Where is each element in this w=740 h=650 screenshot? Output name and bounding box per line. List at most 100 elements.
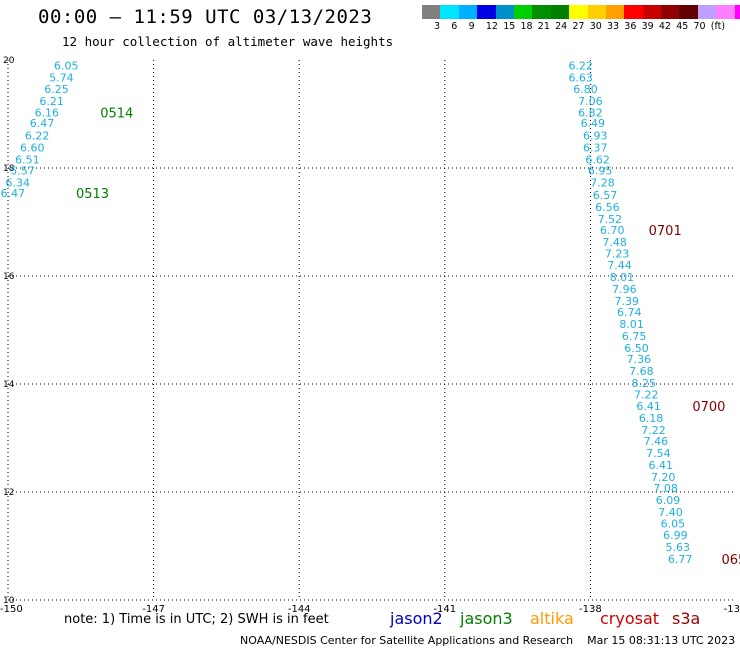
data-point-label: 7.54: [646, 447, 671, 460]
legend-swatch: [661, 5, 680, 19]
y-tick-label: 16: [3, 272, 15, 282]
data-point-label: 6.99: [663, 529, 688, 542]
data-point-label: 7.68: [629, 365, 654, 378]
data-point-label: 6.80: [573, 83, 598, 96]
x-tick-label: -147: [142, 604, 165, 615]
legend-label: 15: [503, 21, 516, 32]
data-point-label: 6.82: [578, 106, 603, 119]
data-point-label: 6.18: [639, 412, 664, 425]
data-point-label: 5.63: [666, 541, 691, 554]
legend-label: 12: [485, 21, 498, 32]
legend-swatch: [532, 5, 551, 19]
legend-label: 45: [676, 21, 689, 32]
legend-label: 21: [537, 21, 550, 32]
data-point-label: 6.62: [585, 153, 610, 166]
legend-label: 33: [607, 21, 620, 32]
legend-label: 39: [641, 21, 654, 32]
data-point-label: 7.46: [644, 435, 669, 448]
data-point-label: 7.96: [612, 283, 637, 296]
data-point-label: 8.01: [619, 318, 644, 331]
legend-label: (ft): [710, 21, 726, 32]
legend-swatch: [513, 5, 533, 19]
x-tick-label: -141: [433, 604, 456, 615]
time-label: 065: [721, 553, 740, 568]
legend-swatch: [587, 5, 606, 19]
credit-line: NOAA/NESDIS Center for Satellite Applica…: [240, 634, 736, 647]
data-point-label: 6.22: [568, 59, 593, 72]
legend-label: 42: [658, 21, 671, 32]
legend-swatch: [477, 5, 496, 19]
legend-swatch: [734, 5, 740, 19]
legend-swatch: [458, 5, 478, 19]
data-point-label: 6.95: [588, 165, 613, 178]
legend-label: 24: [555, 21, 568, 32]
data-point-label: 6.09: [656, 494, 681, 507]
x-tick-label: -138: [579, 604, 602, 615]
data-point-label: 6.05: [54, 59, 79, 72]
data-point-label: 6.22: [25, 130, 50, 143]
legend-swatch: [642, 5, 662, 19]
legend-label: 3: [434, 21, 441, 32]
data-point-label: 7.06: [578, 95, 603, 108]
data-point-label: 7.23: [605, 247, 630, 260]
data-point-label: 6.34: [5, 177, 30, 190]
data-point-label: 6.05: [661, 517, 686, 530]
legend-swatch: [550, 5, 570, 19]
data-point-label: 6.56: [595, 201, 620, 214]
legend-label: 18: [520, 21, 533, 32]
data-point-label: 7.44: [607, 259, 632, 272]
time-label: 0701: [649, 224, 682, 239]
satellite-label-s3a: s3a: [672, 609, 701, 628]
legend-swatch: [679, 5, 698, 19]
data-point-label: 5.74: [49, 71, 74, 84]
data-point-label: 7.28: [590, 177, 615, 190]
data-point-label: 6.93: [583, 130, 608, 143]
data-point-label: 6.16: [35, 106, 60, 119]
data-point-label: 6.49: [581, 117, 606, 130]
satellite-label-cryosat: cryosat: [600, 609, 660, 628]
data-point-label: 6.47: [30, 117, 55, 130]
legend-swatch: [697, 5, 717, 19]
data-point-label: 7.40: [658, 506, 683, 519]
legend-swatch: [440, 5, 459, 19]
legend-label: 30: [589, 21, 602, 32]
data-point-label: 6.75: [622, 330, 647, 343]
data-point-label: 6.21: [39, 95, 64, 108]
time-label: 0700: [692, 400, 725, 415]
data-point-label: 6.50: [624, 342, 649, 355]
legend-label: 6: [451, 21, 458, 32]
data-point-label: 7.22: [634, 388, 659, 401]
chart-subtitle: 12 hour collection of altimeter wave hei…: [62, 34, 394, 49]
data-point-label: 7.48: [602, 236, 627, 249]
y-tick-label: 18: [3, 164, 15, 174]
legend-label: 36: [624, 21, 637, 32]
x-tick-label: -144: [288, 604, 311, 615]
satellite-label-jason3: jason3: [460, 609, 513, 628]
legend-swatch: [624, 5, 643, 19]
legend-swatch: [716, 5, 735, 19]
data-point-label: 7.22: [641, 424, 666, 437]
legend-swatch: [495, 5, 514, 19]
y-tick-label: 12: [3, 488, 14, 498]
data-point-label: 6.41: [649, 459, 674, 472]
y-tick-label: 20: [3, 56, 15, 66]
data-point-label: 6.77: [668, 553, 693, 566]
chart-title: 00:00 – 11:59 UTC 03/13/2023: [38, 6, 373, 28]
data-point-label: 5.57: [10, 165, 35, 178]
time-label: 0514: [100, 106, 133, 121]
satellite-label-jason2: jason2: [390, 609, 443, 628]
data-point-label: 7.39: [615, 295, 640, 308]
x-tick-label: -13: [724, 604, 740, 615]
y-tick-label: 10: [3, 596, 15, 606]
data-point-label: 6.74: [617, 306, 642, 319]
color-scale-legend: [422, 5, 740, 19]
data-point-label: 8.01: [610, 271, 635, 284]
legend-label: 27: [572, 21, 585, 32]
data-point-label: 6.25: [44, 83, 69, 96]
legend-label: 70: [693, 21, 706, 32]
legend-swatch: [569, 5, 588, 19]
data-point-label: 6.57: [593, 189, 618, 202]
data-point-label: 7.36: [627, 353, 652, 366]
footer-note: note: 1) Time is in UTC; 2) SWH is in fe…: [64, 612, 329, 627]
